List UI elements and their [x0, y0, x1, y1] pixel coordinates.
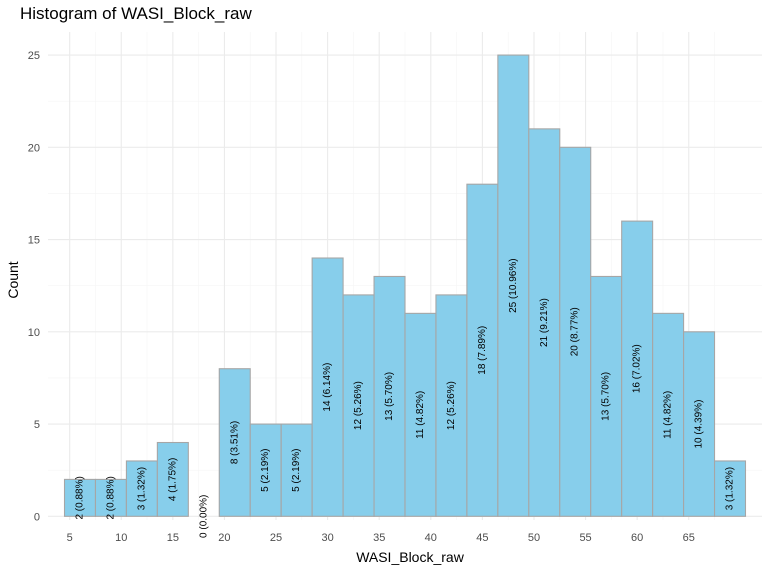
bar-value-label: 25 (10.96%) — [508, 258, 519, 312]
histogram-bar — [156, 441, 189, 517]
histogram-bar — [683, 331, 716, 517]
bar-value-label: 13 (5.70%) — [601, 372, 612, 421]
x-tick-label: 30 — [321, 532, 333, 544]
x-tick-label: 65 — [683, 532, 695, 544]
y-axis-title: Count — [5, 261, 21, 298]
y-tick-label: 25 — [28, 50, 40, 62]
histogram-bar — [280, 423, 313, 517]
x-tick-label: 15 — [167, 532, 179, 544]
bar-value-label: 21 (9.21%) — [539, 298, 550, 347]
y-tick-label: 20 — [28, 142, 40, 154]
bar-value-label: 2 (0.88%) — [74, 476, 85, 519]
histogram-bar — [497, 54, 530, 517]
bar-value-label: 12 (5.26%) — [446, 381, 457, 430]
x-tick-label: 10 — [115, 532, 127, 544]
bar-value-label: 20 (8.77%) — [570, 307, 581, 356]
x-axis-ticks: 5 10 15 20 25 30 35 40 45 50 55 60 65 — [67, 532, 695, 544]
bar-value-label: 3 (1.32%) — [725, 467, 736, 510]
histogram-bar — [311, 257, 344, 517]
y-tick-label: 15 — [28, 235, 40, 247]
bar-value-label: 4 (1.75%) — [167, 458, 178, 501]
y-axis-ticks: 0 5 10 15 20 25 — [28, 50, 40, 523]
x-tick-label: 50 — [528, 532, 540, 544]
x-tick-label: 20 — [218, 532, 230, 544]
bar-value-label: 0 (0.00%) — [198, 495, 209, 538]
bar-value-label: 14 (6.14%) — [322, 363, 333, 412]
bar-value-label: 18 (7.89%) — [477, 326, 488, 375]
bar-value-label: 5 (2.19%) — [291, 449, 302, 492]
x-tick-label: 5 — [67, 532, 73, 544]
x-axis-title: WASI_Block_raw — [356, 549, 465, 565]
chart-title: Histogram of WASI_Block_raw — [20, 4, 252, 23]
bar-value-label: 10 (4.39%) — [694, 400, 705, 449]
histogram-bar — [63, 478, 97, 517]
x-tick-label: 35 — [373, 532, 385, 544]
x-tick-label: 55 — [579, 532, 591, 544]
bar-value-label: 5 (2.19%) — [260, 449, 271, 492]
histogram-bar — [528, 128, 561, 517]
bar-value-label: 2 (0.88%) — [105, 476, 116, 519]
bar-labels: 2 (0.88%) 2 (0.88%) 3 (1.32%) 4 (1.75%) 0 (0… — [74, 258, 735, 538]
histogram-bar — [590, 275, 623, 517]
bar-value-label: 8 (3.51%) — [229, 421, 240, 464]
histogram-bar — [713, 460, 747, 517]
histogram-bar — [435, 294, 468, 517]
y-tick-label: 10 — [28, 327, 40, 339]
histogram-bar — [559, 146, 592, 517]
bar-value-label: 13 (5.70%) — [384, 372, 395, 421]
bar-value-label: 12 (5.26%) — [353, 381, 364, 430]
y-tick-label: 0 — [34, 511, 40, 523]
histogram-bar — [404, 312, 437, 517]
x-tick-label: 60 — [631, 532, 643, 544]
x-tick-label: 25 — [270, 532, 282, 544]
x-tick-label: 45 — [476, 532, 488, 544]
bar-value-label: 11 (4.82%) — [415, 391, 426, 439]
histogram-bar — [621, 220, 654, 517]
histogram-bar — [218, 368, 251, 517]
histogram-bar — [125, 460, 158, 517]
histogram-bar — [652, 312, 685, 517]
histogram-bar — [466, 183, 499, 517]
histogram-bar — [373, 275, 406, 517]
bar-value-label: 16 (7.02%) — [632, 344, 643, 393]
x-tick-label: 40 — [425, 532, 437, 544]
bar-value-label: 3 (1.32%) — [136, 467, 147, 510]
histogram-bars — [63, 54, 747, 517]
histogram-bar — [342, 294, 375, 517]
bar-value-label: 11 (4.82%) — [663, 391, 674, 439]
histogram-bar — [249, 423, 282, 517]
y-tick-label: 5 — [34, 419, 40, 431]
